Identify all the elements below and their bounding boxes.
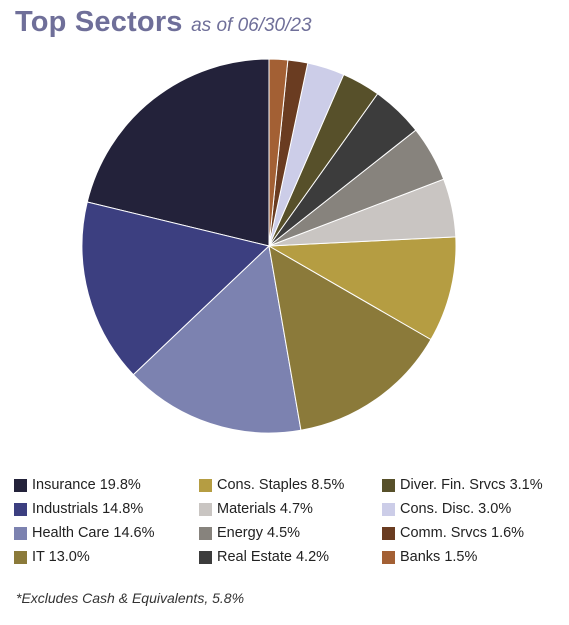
legend-item: Industrials 14.8% bbox=[14, 501, 143, 517]
legend-swatch bbox=[14, 526, 27, 540]
legend-swatch bbox=[14, 478, 27, 492]
legend-label: Cons. Disc. 3.0% bbox=[400, 501, 512, 517]
legend-swatch bbox=[199, 478, 212, 492]
legend-item: Materials 4.7% bbox=[199, 501, 313, 517]
legend-swatch bbox=[199, 550, 212, 564]
legend-item: IT 13.0% bbox=[14, 549, 90, 565]
pie-slice-11 bbox=[268, 58, 289, 247]
legend-label: Materials 4.7% bbox=[217, 501, 313, 517]
legend-label: Industrials 14.8% bbox=[32, 501, 144, 517]
legend-item: Comm. Srvcs 1.6% bbox=[382, 525, 524, 541]
chart-title-main: Top Sectors bbox=[15, 6, 183, 38]
legend-swatch bbox=[199, 502, 212, 516]
sector-pie-chart bbox=[81, 58, 457, 434]
legend-label: Energy 4.5% bbox=[217, 525, 301, 541]
legend-label: Banks 1.5% bbox=[400, 549, 478, 565]
legend-label: Health Care 14.6% bbox=[32, 525, 155, 541]
legend-label: IT 13.0% bbox=[32, 549, 90, 565]
legend-swatch bbox=[14, 550, 27, 564]
legend-item: Cons. Staples 8.5% bbox=[199, 477, 344, 493]
pie-slice-1 bbox=[81, 201, 271, 376]
pie-slice-4 bbox=[267, 236, 457, 341]
legend-swatch bbox=[382, 478, 395, 492]
legend-swatch bbox=[199, 526, 212, 540]
legend-label: Insurance 19.8% bbox=[32, 477, 141, 493]
footnote: *Excludes Cash & Equivalents, 5.8% bbox=[16, 590, 245, 606]
pie-slice-3 bbox=[268, 245, 432, 431]
legend-item: Energy 4.5% bbox=[199, 525, 300, 541]
chart-title-date: as of 06/30/23 bbox=[191, 15, 312, 36]
legend-label: Real Estate 4.2% bbox=[217, 549, 330, 565]
legend-swatch bbox=[382, 526, 395, 540]
legend-label: Diver. Fin. Srvcs 3.1% bbox=[400, 477, 543, 493]
chart-title: Top Sectors as of 06/30/23 bbox=[15, 6, 312, 39]
legend-swatch bbox=[382, 550, 395, 564]
pie-slice-0 bbox=[86, 58, 270, 247]
legend-item: Cons. Disc. 3.0% bbox=[382, 501, 511, 517]
legend-item: Insurance 19.8% bbox=[14, 477, 141, 493]
legend-item: Health Care 14.6% bbox=[14, 525, 155, 541]
legend-item: Diver. Fin. Srvcs 3.1% bbox=[382, 477, 543, 493]
legend-swatch bbox=[382, 502, 395, 516]
legend-label: Cons. Staples 8.5% bbox=[217, 477, 345, 493]
legend-label: Comm. Srvcs 1.6% bbox=[400, 525, 525, 541]
legend-item: Banks 1.5% bbox=[382, 549, 477, 565]
chart-legend: Insurance 19.8% Industrials 14.8% Health C… bbox=[14, 477, 559, 573]
pie-slice-2 bbox=[132, 244, 302, 434]
legend-swatch bbox=[14, 502, 27, 516]
legend-item: Real Estate 4.2% bbox=[199, 549, 329, 565]
